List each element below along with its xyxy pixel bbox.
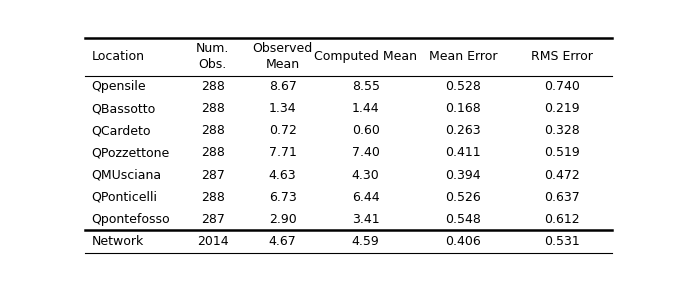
Text: QCardeto: QCardeto bbox=[91, 124, 151, 137]
Text: QMUsciana: QMUsciana bbox=[91, 168, 161, 182]
Text: Observed: Observed bbox=[252, 42, 313, 55]
Text: 0.168: 0.168 bbox=[445, 102, 481, 115]
Text: 0.531: 0.531 bbox=[544, 235, 580, 248]
Text: Obs.: Obs. bbox=[199, 58, 227, 71]
Text: 2014: 2014 bbox=[197, 235, 228, 248]
Text: RMS Error: RMS Error bbox=[531, 50, 593, 63]
Text: Num.: Num. bbox=[196, 42, 229, 55]
Text: 4.59: 4.59 bbox=[352, 235, 379, 248]
Text: 288: 288 bbox=[201, 191, 224, 204]
Text: 1.44: 1.44 bbox=[352, 102, 379, 115]
Text: 0.394: 0.394 bbox=[445, 168, 481, 182]
Text: 288: 288 bbox=[201, 147, 224, 160]
Text: 0.548: 0.548 bbox=[445, 213, 481, 226]
Text: 0.60: 0.60 bbox=[352, 124, 379, 137]
Text: 288: 288 bbox=[201, 124, 224, 137]
Text: 3.41: 3.41 bbox=[352, 213, 379, 226]
Text: 0.526: 0.526 bbox=[445, 191, 481, 204]
Text: QPonticelli: QPonticelli bbox=[91, 191, 157, 204]
Text: Location: Location bbox=[91, 50, 144, 63]
Text: 288: 288 bbox=[201, 102, 224, 115]
Text: Qpontefosso: Qpontefosso bbox=[91, 213, 170, 226]
Text: Computed Mean: Computed Mean bbox=[314, 50, 417, 63]
Text: 7.71: 7.71 bbox=[269, 147, 296, 160]
Text: Network: Network bbox=[91, 235, 143, 248]
Text: 0.219: 0.219 bbox=[544, 102, 580, 115]
Text: 7.40: 7.40 bbox=[352, 147, 379, 160]
Text: 4.67: 4.67 bbox=[269, 235, 296, 248]
Text: 0.528: 0.528 bbox=[445, 80, 481, 93]
Text: 0.519: 0.519 bbox=[544, 147, 580, 160]
Text: 8.55: 8.55 bbox=[352, 80, 379, 93]
Text: 0.72: 0.72 bbox=[269, 124, 296, 137]
Text: 2.90: 2.90 bbox=[269, 213, 296, 226]
Text: 0.612: 0.612 bbox=[544, 213, 580, 226]
Text: Mean Error: Mean Error bbox=[429, 50, 497, 63]
Text: 6.73: 6.73 bbox=[269, 191, 296, 204]
Text: 4.63: 4.63 bbox=[269, 168, 296, 182]
Text: 0.406: 0.406 bbox=[445, 235, 481, 248]
Text: 1.34: 1.34 bbox=[269, 102, 296, 115]
Text: 0.637: 0.637 bbox=[544, 191, 580, 204]
Text: Qpensile: Qpensile bbox=[91, 80, 146, 93]
Text: 0.411: 0.411 bbox=[445, 147, 481, 160]
Text: 6.44: 6.44 bbox=[352, 191, 379, 204]
Text: QBassotto: QBassotto bbox=[91, 102, 156, 115]
Text: 0.472: 0.472 bbox=[544, 168, 580, 182]
Text: 288: 288 bbox=[201, 80, 224, 93]
Text: 287: 287 bbox=[201, 168, 224, 182]
Text: 4.30: 4.30 bbox=[352, 168, 379, 182]
Text: Mean: Mean bbox=[266, 58, 300, 71]
Text: 0.328: 0.328 bbox=[544, 124, 580, 137]
Text: 0.263: 0.263 bbox=[445, 124, 481, 137]
Text: QPozzettone: QPozzettone bbox=[91, 147, 169, 160]
Text: 0.740: 0.740 bbox=[544, 80, 580, 93]
Text: 287: 287 bbox=[201, 213, 224, 226]
Text: 8.67: 8.67 bbox=[269, 80, 296, 93]
